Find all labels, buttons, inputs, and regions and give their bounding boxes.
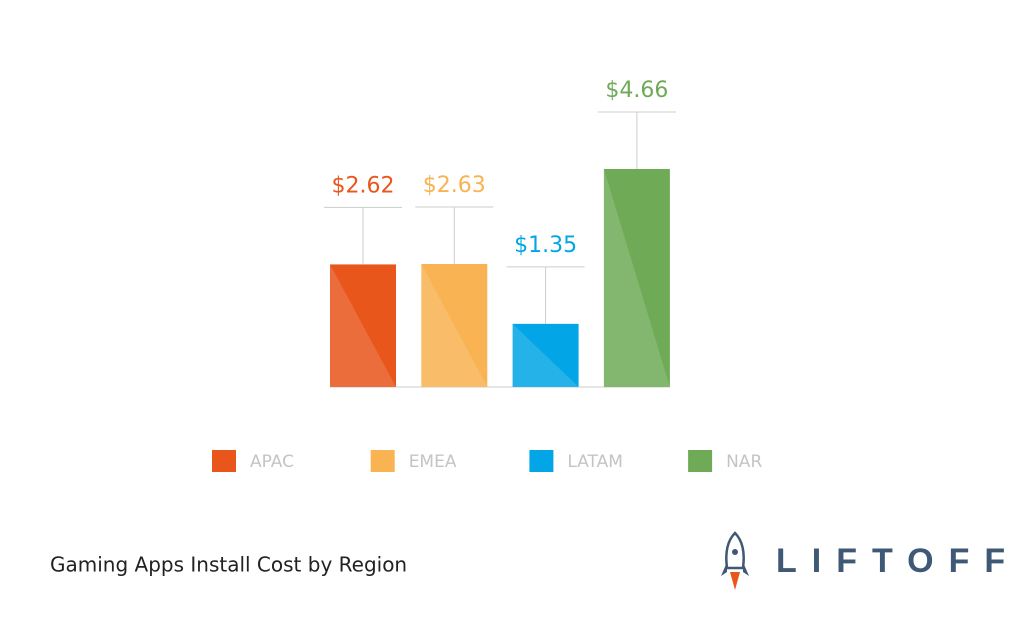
legend-label: LATAM	[567, 452, 623, 472]
rocket-fins	[721, 562, 749, 576]
bar-highlight	[330, 264, 396, 387]
rocket-window	[732, 549, 738, 555]
value-label: $2.63	[423, 173, 486, 198]
rocket-icon	[725, 531, 745, 570]
bar	[512, 323, 579, 387]
chart-title: Gaming Apps Install Cost by Region	[50, 553, 407, 577]
logo-text: LIFTOFF	[776, 542, 1020, 580]
value-label: $4.66	[605, 78, 668, 103]
value-label: $2.62	[332, 173, 395, 198]
legend-label: APAC	[250, 452, 294, 472]
rocket-flame	[730, 572, 740, 590]
bar	[421, 263, 488, 387]
bar	[603, 169, 670, 387]
legend-swatch	[688, 450, 713, 472]
bar-highlight	[603, 169, 670, 387]
legend-label: NAR	[726, 452, 762, 472]
legend-swatch	[529, 450, 554, 472]
legend-swatch	[370, 450, 395, 472]
bar-highlight	[421, 263, 488, 387]
legend-label: EMEA	[409, 452, 457, 472]
value-label: $1.35	[514, 233, 577, 258]
bar	[330, 264, 396, 387]
logo: LIFTOFF	[721, 531, 1020, 590]
bar-highlight	[512, 323, 579, 387]
legend-swatch	[212, 450, 236, 472]
